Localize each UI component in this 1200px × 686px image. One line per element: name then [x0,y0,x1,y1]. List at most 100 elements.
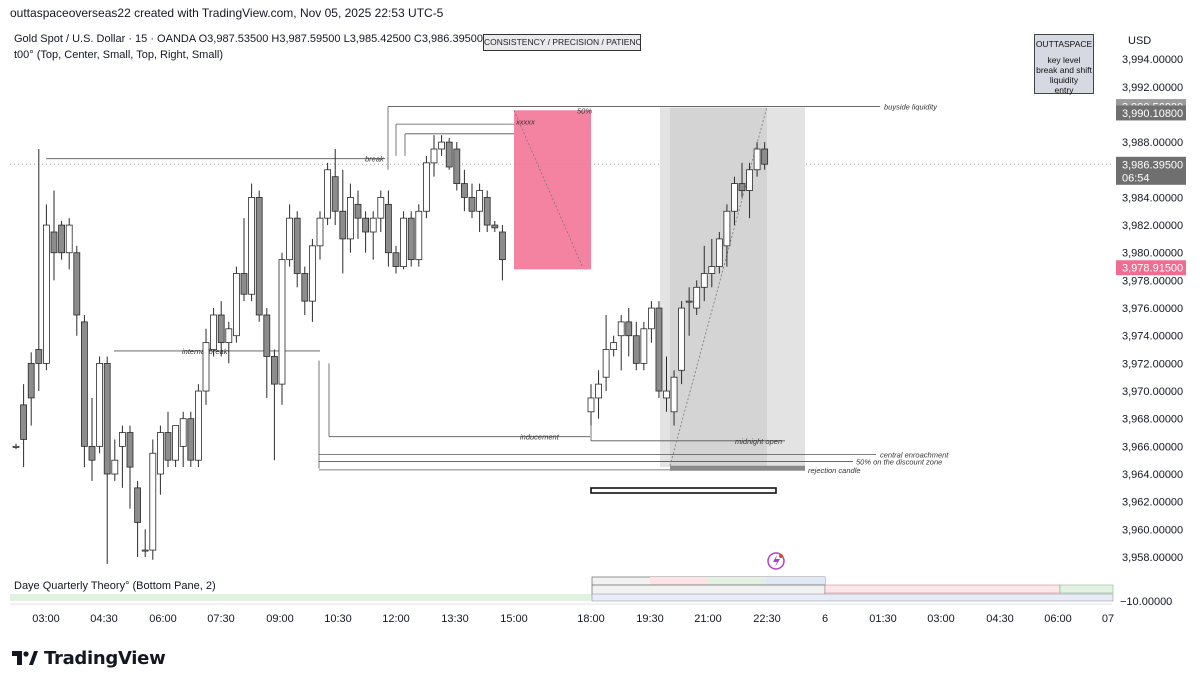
candle-body [35,349,43,364]
candle-body [715,238,723,267]
price-tick-label: 3,980.00000 [1122,248,1183,260]
candle-body [438,141,446,150]
candle-body [663,390,670,399]
candle-body [134,487,142,523]
symbol-ohlc-line[interactable]: Gold Spot / U.S. Dollar · 15 · OANDA O3,… [14,33,581,45]
candle-body [625,321,633,337]
candle [50,190,58,281]
bottom-pane-value: −10.00000 [1120,596,1172,608]
candle-body [88,445,96,461]
candle [384,190,392,267]
candle [12,443,20,450]
candle-body [587,397,595,413]
brand-box-line: entry [1054,85,1074,95]
candle-body [384,203,392,254]
candle [632,321,640,371]
candle [331,149,339,226]
candle-body [119,432,126,447]
candle [141,529,149,557]
candle-body [685,300,693,303]
candle [476,183,484,232]
time-tick-label: 04:30 [90,613,118,625]
candle-body [655,307,663,392]
candle [617,314,625,371]
quarter-band [591,593,1114,602]
currency-selector[interactable]: USD [1128,35,1152,47]
candle [301,266,309,315]
time-tick-label: 03:00 [32,613,60,625]
inducement-label: inducement [520,433,560,442]
quote-box: CONSISTENCY / PRECISION / PATIENCE [483,34,641,51]
candle [407,211,415,267]
candle [648,301,655,343]
candle-body [746,169,753,191]
candle-body [324,169,332,219]
candle [595,370,602,419]
time-tick-label: 18:00 [577,613,605,625]
time-tick-label: 06:00 [1044,613,1072,625]
session-segment [650,577,708,585]
candle-body [96,362,103,447]
candle [610,335,618,357]
candle-body [498,231,506,261]
candle-body [270,356,278,385]
candle-body [362,217,370,233]
discount-50-label: 50% on the discount zone [856,458,942,467]
time-axis: 03:00 04:30 06:00 07:30 09:00 10:30 12:00 13:30… [10,603,1114,625]
tradingview-logo[interactable]: TradingView [12,648,166,669]
candle [708,238,716,288]
quarter-band [10,594,592,601]
candle [346,183,354,253]
price-tick-label: 3,966.00000 [1122,441,1183,453]
candle-body [301,273,309,302]
candle-body [617,321,625,337]
candle-body [103,362,111,475]
candle [248,183,256,302]
price-axis: 3,958.00000 3,960.00000 3,962.00000 3,964.0… [1116,54,1186,564]
candle [217,301,225,357]
candle [663,356,670,412]
candle-body [693,286,701,309]
quarter-band [1059,584,1114,594]
candle [43,204,50,371]
notification-dot [779,554,783,558]
candle [640,321,648,371]
candle [738,162,746,198]
brand-box-line: liquidity [1049,75,1079,85]
time-tick-label: 12:00 [382,613,410,625]
candle [746,162,753,219]
candle [354,190,362,239]
candle [587,384,595,426]
time-tick-label: 04:30 [986,613,1014,625]
buyside-liquidity-label: buyside liquidity [884,103,938,112]
candle [498,225,506,281]
candle-body [491,224,499,229]
candle-body [407,217,415,261]
time-tick-label: 07:30 [207,613,235,625]
bottom-pane-label[interactable]: Daye Quarterly Theory° (Bottom Pane, 2) [14,580,216,592]
candle [324,162,332,226]
candle-body [20,404,28,440]
candle [270,349,278,461]
price-tick-label: 3,968.00000 [1122,414,1183,426]
candle-body [255,197,263,316]
candle-body [678,307,685,371]
candle [453,142,461,191]
candle-body [648,307,655,330]
midnight-open-label: midnight open [735,437,782,446]
candle-body [445,141,453,168]
candle [179,411,187,468]
candle [670,370,678,426]
rejection-candle-label: rejection candle [808,466,861,475]
time-tick-label: 22:30 [753,613,781,625]
candle [761,142,769,170]
indicator-legend[interactable]: t00° (Top, Center, Small, Top, Right, Sm… [14,49,224,61]
candle [96,356,103,454]
candle-body [430,148,438,164]
candle-body [308,245,316,302]
price-tick-label: 3,960.00000 [1122,524,1183,536]
candle-body [210,314,218,350]
candle [263,308,271,398]
candle-body [731,183,738,212]
